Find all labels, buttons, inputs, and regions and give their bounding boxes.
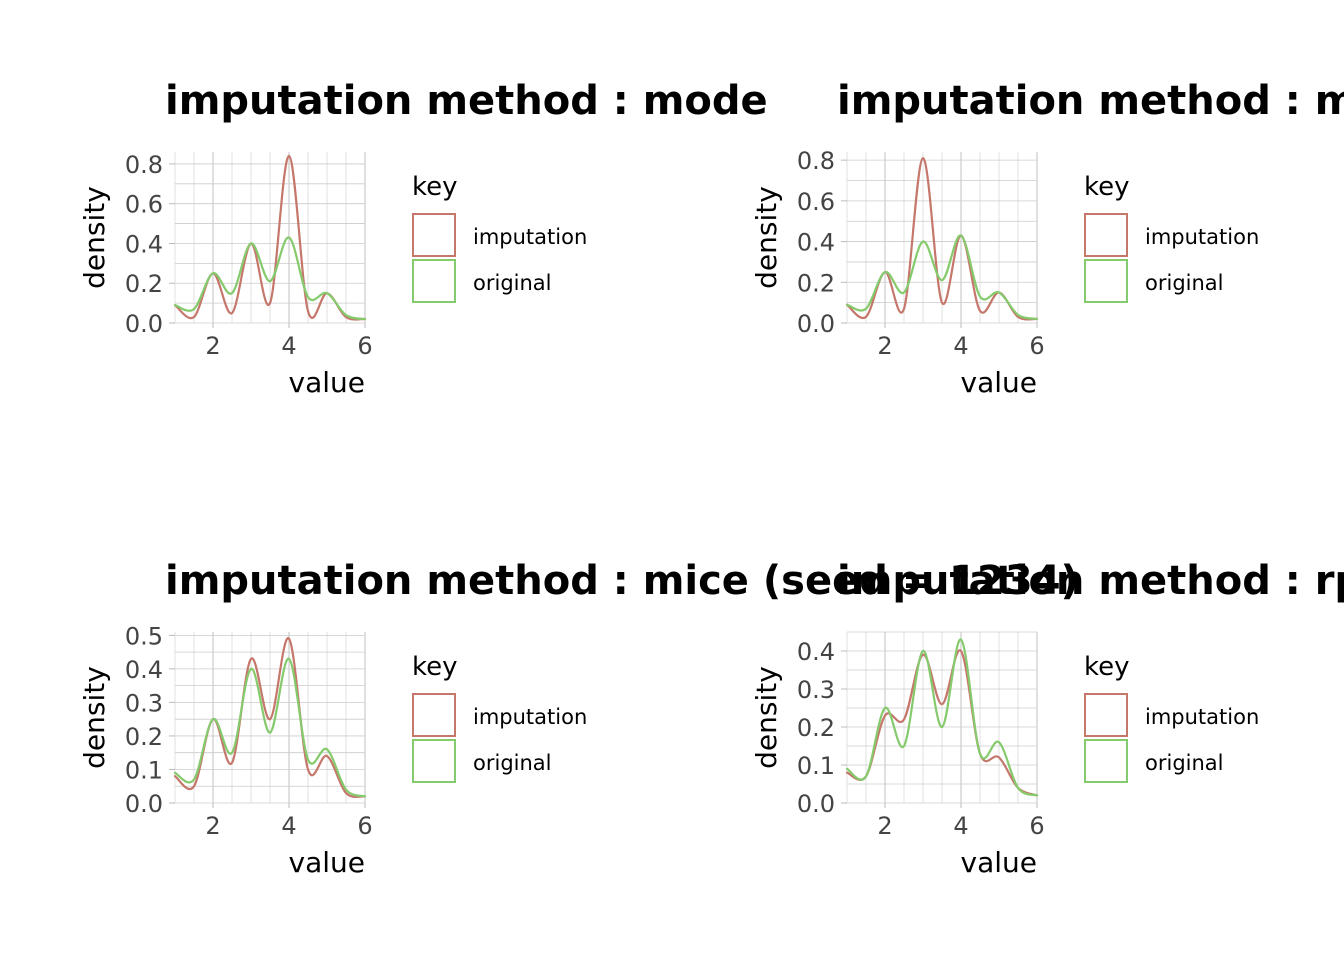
y-tick-label: 0.0 (125, 790, 163, 818)
legend-key-imputation (1084, 213, 1128, 257)
y-tick-label: 0.0 (797, 790, 835, 818)
density-panel-3: imputation method : mice (seed = 1234)0.… (78, 558, 1079, 879)
grid (174, 152, 366, 324)
x-axis-title: value (289, 366, 365, 399)
series-line-original (173, 236, 367, 321)
legend-key-imputation (412, 213, 456, 257)
y-axis-title: density (78, 666, 111, 769)
y-tick-label: 0.4 (797, 229, 835, 257)
y-tick-label: 0.4 (125, 230, 163, 258)
y-tick-label: 0.8 (797, 147, 835, 175)
x-tick-label: 6 (357, 332, 372, 360)
legend-label: original (473, 271, 552, 295)
y-tick-label: 0.3 (797, 676, 835, 704)
x-tick-label: 2 (205, 332, 220, 360)
x-tick-label: 2 (205, 812, 220, 840)
legend: key imputation original (412, 172, 587, 303)
x-axis-title: value (289, 846, 365, 879)
x-tick-label: 4 (281, 812, 296, 840)
x-tick-label: 4 (953, 332, 968, 360)
y-tick-label: 0.8 (125, 151, 163, 179)
y-tick-label: 0.5 (125, 622, 163, 650)
legend-key-original (412, 739, 456, 783)
y-tick-label: 0.4 (125, 656, 163, 684)
legend: key imputation original (1084, 172, 1259, 303)
legend-title: key (412, 172, 458, 202)
legend-label: original (473, 751, 552, 775)
x-axis-title: value (961, 366, 1037, 399)
y-tick-label: 0.2 (125, 723, 163, 751)
grid (846, 152, 1038, 324)
panel-title: imputation method : mode (165, 78, 768, 124)
legend-title: key (1084, 652, 1130, 682)
y-tick-label: 0.2 (797, 714, 835, 742)
density-panel-4: imputation method : rpart 0.0 0.1 0.2 0.3 0.4… (750, 558, 1344, 879)
y-tick-label: 0.4 (797, 638, 835, 666)
x-tick-label: 6 (357, 812, 372, 840)
legend-key-original (412, 259, 456, 303)
x-tick-label: 4 (281, 332, 296, 360)
y-tick-label: 0.2 (797, 269, 835, 297)
y-axis-title: density (750, 666, 783, 769)
legend-title: key (1084, 172, 1130, 202)
y-tick-label: 0.1 (125, 756, 163, 784)
legend-key-original (1084, 259, 1128, 303)
legend-key-imputation (1084, 693, 1128, 737)
x-tick-label: 2 (877, 812, 892, 840)
panel-title: imputation method : rpart (837, 558, 1344, 604)
density-panel-1: imputation method : mode 0.0 0.2 0.4 0.6 0.8 2… (78, 78, 768, 399)
grid (846, 631, 1038, 804)
y-tick-label: 0.1 (797, 752, 835, 780)
legend-key-original (1084, 739, 1128, 783)
y-tick-label: 0.6 (125, 191, 163, 219)
x-tick-label: 2 (877, 332, 892, 360)
y-tick-label: 0.6 (797, 188, 835, 216)
legend: key imputation original (1084, 652, 1259, 783)
series-line-original (173, 657, 367, 798)
series-line-original (845, 234, 1039, 321)
legend-label: original (1145, 271, 1224, 295)
x-axis-title: value (961, 846, 1037, 879)
x-tick-label: 4 (953, 812, 968, 840)
panel-title: imputation method : mice (seed = 1234) (165, 558, 1079, 604)
grid (174, 632, 366, 804)
panel-title: imputation method : median (837, 78, 1344, 124)
y-tick-label: 0.0 (797, 310, 835, 338)
y-tick-label: 0.3 (125, 689, 163, 717)
y-tick-label: 0.2 (125, 270, 163, 298)
y-tick-label: 0.0 (125, 310, 163, 338)
series-line-original (845, 638, 1039, 797)
x-tick-label: 6 (1029, 332, 1044, 360)
legend-label: imputation (473, 705, 587, 729)
y-axis-title: density (78, 186, 111, 289)
x-tick-label: 6 (1029, 812, 1044, 840)
density-panel-2: imputation method : median 0.0 0.2 0.4 0.6 0.… (750, 78, 1344, 399)
legend-key-imputation (412, 693, 456, 737)
legend: key imputation original (412, 652, 587, 783)
y-axis-title: density (750, 186, 783, 289)
legend-label: imputation (473, 225, 587, 249)
legend-title: key (412, 652, 458, 682)
series-line-imputation (845, 649, 1039, 797)
legend-label: imputation (1145, 705, 1259, 729)
legend-label: imputation (1145, 225, 1259, 249)
legend-label: original (1145, 751, 1224, 775)
